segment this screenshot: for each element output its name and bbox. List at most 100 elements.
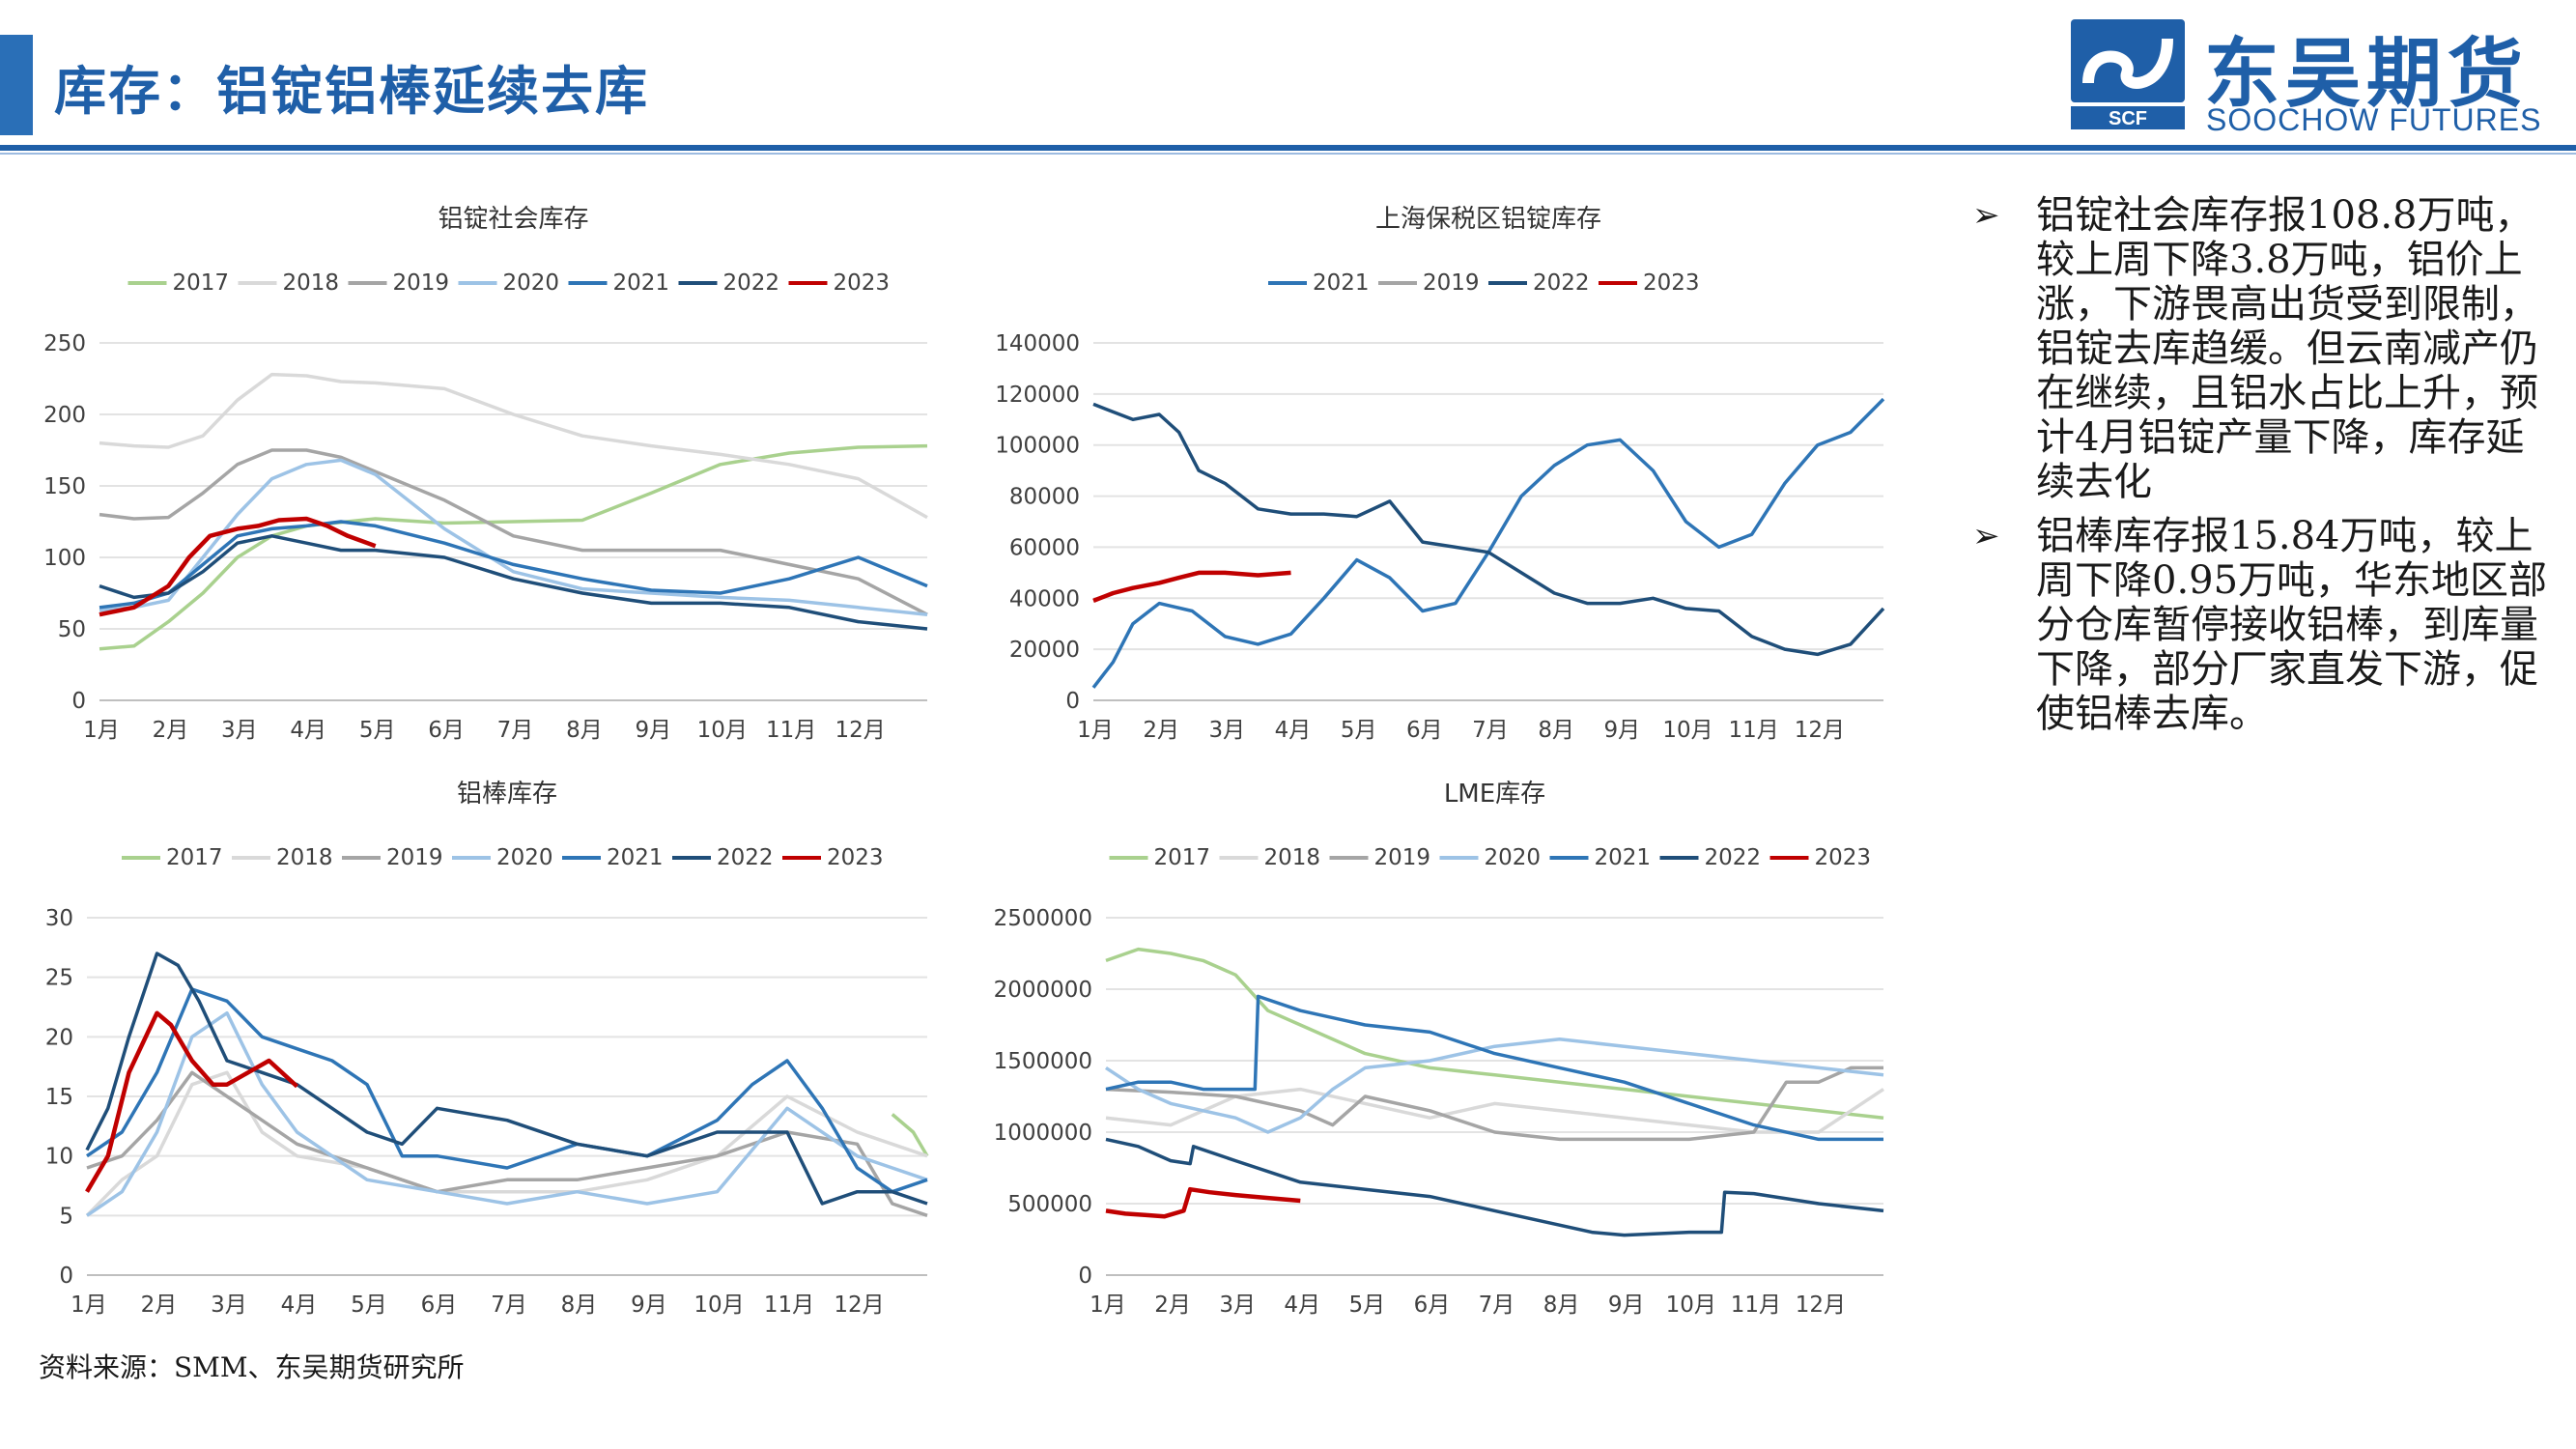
series-line-2022: [99, 534, 928, 631]
arrow-bullet-icon: ➢: [1972, 196, 2000, 235]
y-tick-label: 0: [71, 689, 86, 714]
legend-label: 2022: [717, 845, 774, 870]
x-tick-label: 5月: [351, 1293, 387, 1318]
legend-label: 2020: [496, 845, 553, 870]
series-line-2018: [85, 1070, 928, 1217]
chart-title: LME库存: [1444, 780, 1545, 809]
y-tick-label: 5: [59, 1204, 73, 1229]
scf-logo-icon: SCF: [2071, 19, 2185, 129]
x-tick-label: 9月: [1604, 718, 1641, 743]
bullet-text: 铝锭社会库存报108.8万吨，较上周下降3.8万吨，铝价上涨，下游畏高出货受到限…: [2036, 193, 2538, 504]
bullet-item: ➢ 铝棒库存报15.84万吨，较上周下降0.95万吨，华东地区部分仓库暂停接收铝…: [1961, 514, 2560, 736]
logo-chinese-name: 东吴期货: [2204, 31, 2530, 118]
chart-svg: 铝棒库存 2017 2018 2019 2020 2021 2022 2023 0 5 10 15 20…: [45, 780, 929, 1318]
legend-label: 2022: [723, 270, 780, 296]
x-tick-label: 4月: [281, 1293, 318, 1318]
x-tick-label: 12月: [835, 718, 885, 743]
x-tick-label: 3月: [211, 1293, 247, 1318]
legend-item-2023: 2023: [788, 270, 891, 296]
x-tick-label: 6月: [428, 718, 465, 743]
legend-item-2020: 2020: [1439, 845, 1541, 870]
title-accent-bar: [0, 35, 33, 135]
x-tick-label: 11月: [764, 1293, 814, 1318]
y-tick-label: 100000: [995, 434, 1080, 459]
chart-ingot-social-inventory: 铝锭社会库存 2017 2018 2019 2020 2021 2022 2023 0 50 100…: [29, 198, 947, 743]
y-tick-label: 2000000: [994, 978, 1092, 1003]
series-line-2019: [1105, 1065, 1883, 1142]
x-tick-label: 6月: [421, 1293, 458, 1318]
x-tick-label: 9月: [631, 1293, 667, 1318]
y-tick-label: 150: [43, 474, 86, 499]
y-tick-label: 1000000: [994, 1121, 1092, 1146]
legend-label: 2019: [386, 845, 443, 870]
y-tick-label: 1500000: [994, 1049, 1092, 1074]
x-tick-label: 2月: [1154, 1293, 1191, 1318]
legend-label: 2023: [834, 270, 891, 296]
legend-item-2022: 2022: [678, 270, 780, 296]
y-tick-label: 40000: [1009, 586, 1080, 611]
x-tick-label: 6月: [1414, 1293, 1451, 1318]
x-tick-label: 12月: [1796, 1293, 1846, 1318]
series-line-2023: [99, 516, 377, 617]
x-tick-label: 5月: [1341, 718, 1377, 743]
x-tick-label: 12月: [834, 1293, 884, 1318]
x-tick-label: 5月: [359, 718, 396, 743]
y-tick-label: 80000: [1009, 485, 1080, 510]
x-tick-label: 3月: [1219, 1293, 1256, 1318]
legend-item-2017: 2017: [127, 270, 230, 296]
x-tick-label: 10月: [697, 718, 748, 743]
x-tick-label: 11月: [766, 718, 816, 743]
legend-label: 2023: [1815, 845, 1872, 870]
series-line-2019: [99, 448, 928, 616]
legend-item-2019: 2019: [348, 270, 449, 296]
x-tick-label: 4月: [1275, 718, 1312, 743]
x-tick-label: 11月: [1729, 718, 1779, 743]
x-tick-label: 10月: [1662, 718, 1713, 743]
header-divider-thin: [0, 153, 2576, 155]
series-line-2022: [85, 952, 928, 1206]
x-tick-label: 12月: [1795, 718, 1845, 743]
y-tick-label: 200: [43, 403, 86, 428]
chart-svg: 铝锭社会库存 2017 2018 2019 2020 2021 2022 2023 0 50 100…: [43, 205, 928, 743]
legend-item-2019: 2019: [342, 845, 443, 870]
x-tick-label: 1月: [71, 1293, 107, 1318]
legend-label: 2021: [1595, 845, 1652, 870]
legend-label: 2019: [1423, 270, 1480, 296]
legend-item-2020: 2020: [452, 845, 553, 870]
y-tick-label: 30: [45, 906, 73, 931]
legend-label: 2021: [1313, 270, 1370, 296]
bullet-text: 铝棒库存报15.84万吨，较上周下降0.95万吨，华东地区部分仓库暂停接收铝棒，…: [2036, 514, 2548, 736]
x-tick-label: 8月: [1543, 1293, 1580, 1318]
x-tick-label: 1月: [1077, 718, 1114, 743]
series-line-2021: [1105, 994, 1883, 1142]
legend-label: 2021: [613, 270, 670, 296]
x-tick-label: 2月: [1143, 718, 1179, 743]
y-tick-label: 20: [45, 1025, 73, 1050]
x-tick-label: 2月: [141, 1293, 178, 1318]
x-tick-label: 7月: [491, 1293, 527, 1318]
legend-label: 2017: [173, 270, 230, 296]
legend-item-2022: 2022: [1659, 845, 1761, 870]
legend-item-2018: 2018: [1219, 845, 1320, 870]
x-tick-label: 9月: [636, 718, 672, 743]
company-logo: SCF 东吴期货 SOOCHOW FUTURES: [2067, 14, 2569, 137]
x-tick-label: 7月: [1479, 1293, 1515, 1318]
y-tick-label: 50: [58, 617, 86, 642]
series-line-2022: [1105, 1137, 1884, 1237]
legend-label: 2020: [503, 270, 560, 296]
legend-item-2023: 2023: [1599, 270, 1700, 296]
y-tick-label: 60000: [1009, 535, 1080, 560]
x-tick-label: 7月: [497, 718, 534, 743]
y-tick-label: 25: [45, 966, 73, 991]
chart-title: 铝锭社会库存: [438, 205, 588, 234]
chart-bar-inventory: 铝棒库存 2017 2018 2019 2020 2021 2022 2023 0 5 10 15 20…: [29, 773, 947, 1318]
legend-label: 2018: [276, 845, 333, 870]
x-tick-label: 6月: [1406, 718, 1443, 743]
legend-label: 2017: [166, 845, 223, 870]
logo-mark-text: SCF: [2109, 108, 2147, 129]
legend-item-2023: 2023: [782, 845, 884, 870]
x-tick-label: 3月: [1209, 718, 1246, 743]
series-line-2021: [99, 520, 928, 610]
legend-item-2022: 2022: [1488, 270, 1590, 296]
x-tick-label: 2月: [153, 718, 189, 743]
